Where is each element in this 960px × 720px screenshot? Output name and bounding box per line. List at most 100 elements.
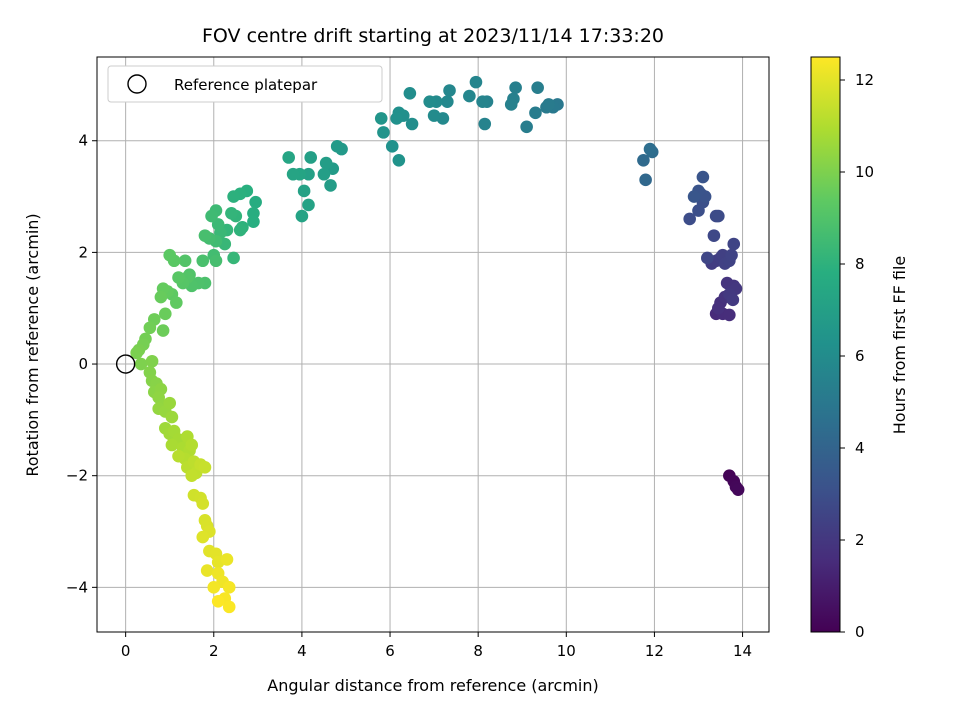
x-tick-label: 4 [297, 642, 307, 660]
data-point [712, 209, 725, 223]
data-point [165, 438, 179, 452]
data-point [707, 229, 721, 242]
colorbar-gradient [810, 56, 841, 633]
data-point [286, 167, 300, 181]
data-point [145, 354, 159, 368]
grid [97, 57, 769, 632]
colorbar: 0 2 4 6 8 10 12 Hours from first FF file [810, 56, 909, 641]
data-point [154, 290, 168, 304]
data-point [165, 410, 179, 424]
data-point [156, 324, 170, 337]
axis-ticks: 0 2 4 6 8 10 12 14 −4 −2 0 2 4 [66, 132, 752, 660]
data-point [542, 98, 555, 111]
legend-label: Reference platepar [174, 76, 318, 94]
data-point [200, 564, 214, 577]
data-point [469, 75, 483, 89]
data-point [727, 237, 741, 251]
data-point [297, 184, 311, 198]
data-point [185, 438, 199, 452]
colorbar-ticks: 0 2 4 6 8 10 12 [840, 71, 874, 641]
data-point [374, 112, 388, 125]
data-point [302, 167, 315, 181]
x-tick-label: 2 [209, 642, 219, 660]
data-point [178, 254, 192, 268]
x-tick-label: 12 [645, 642, 664, 660]
data-point [427, 109, 441, 122]
data-point [385, 140, 399, 153]
y-tick-label: 2 [78, 243, 88, 261]
data-point [701, 251, 714, 265]
colorbar-tick-label: 4 [855, 439, 865, 457]
data-point [504, 98, 518, 111]
data-point [317, 167, 331, 181]
data-point [198, 461, 212, 474]
data-point [134, 357, 148, 371]
data-point [531, 81, 544, 95]
data-point [196, 254, 210, 268]
colorbar-label: Hours from first FF file [890, 256, 909, 435]
data-point [295, 209, 309, 223]
data-point [249, 195, 262, 209]
legend-marker [127, 74, 147, 94]
data-point [725, 248, 738, 262]
data-point [463, 89, 476, 103]
data-point [443, 84, 456, 97]
data-point [330, 140, 344, 153]
data-point [726, 293, 740, 307]
data-point [687, 190, 701, 203]
data-point [319, 156, 333, 170]
data-point [302, 198, 315, 212]
x-tick-label: 6 [385, 642, 395, 660]
data-point [478, 117, 492, 131]
colorbar-tick-label: 2 [855, 531, 865, 549]
data-point [390, 112, 403, 125]
data-point [324, 179, 337, 192]
data-point [130, 346, 143, 360]
data-point [712, 301, 725, 315]
data-point [643, 142, 657, 156]
data-point [529, 106, 542, 120]
x-tick-label: 0 [121, 642, 131, 660]
data-point [304, 151, 318, 164]
plot-frame [96, 56, 770, 633]
colorbar-tick-label: 10 [855, 163, 874, 181]
data-point [509, 81, 522, 95]
data-point [172, 449, 185, 463]
x-tick-label: 8 [473, 642, 483, 660]
y-tick-label: −2 [66, 467, 88, 485]
data-point [159, 307, 172, 321]
data-point [403, 86, 417, 100]
data-point [731, 483, 745, 496]
colorbar-tick-label: 6 [855, 347, 865, 365]
legend: Reference platepar [107, 65, 383, 103]
colorbar-tick-label: 12 [855, 71, 874, 89]
data-point [211, 594, 225, 608]
chart-title: FOV centre drift starting at 2023/11/14 … [202, 25, 664, 47]
y-axis-label: Rotation from reference (arcmin) [23, 213, 42, 476]
y-tick-label: 0 [78, 355, 88, 373]
reference-point [115, 354, 136, 374]
data-point [639, 173, 652, 187]
data-point [405, 117, 419, 131]
data-point [222, 581, 236, 594]
y-tick-label: −4 [66, 578, 88, 596]
data-point [222, 600, 236, 614]
data-point [520, 120, 533, 134]
data-point [683, 212, 696, 226]
data-point [233, 223, 247, 237]
x-tick-label: 14 [733, 642, 752, 660]
data-point [172, 271, 185, 284]
data-point [441, 95, 454, 108]
colorbar-tick-label: 8 [855, 255, 865, 273]
data-point [205, 209, 218, 223]
data-point [696, 170, 710, 184]
data-point [170, 296, 183, 309]
data-point [209, 254, 223, 268]
x-tick-label: 10 [557, 642, 576, 660]
data-point [423, 95, 436, 108]
data-point [143, 321, 157, 335]
data-point [282, 151, 295, 164]
x-axis-label: Angular distance from reference (arcmin) [267, 676, 598, 695]
data-point [163, 396, 177, 410]
